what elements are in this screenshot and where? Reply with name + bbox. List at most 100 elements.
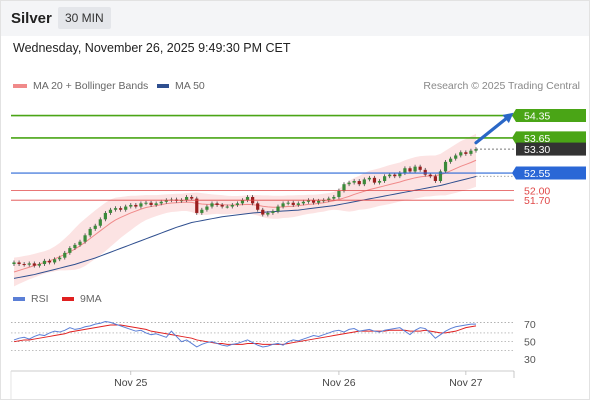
- candle: [438, 169, 443, 183]
- candle-body: [63, 252, 67, 258]
- candle-body: [332, 196, 336, 199]
- candle: [124, 204, 128, 212]
- legend-ma50-label: MA 50: [175, 80, 205, 92]
- target-arrow-head: [502, 112, 514, 124]
- candle: [311, 198, 316, 205]
- candle: [377, 179, 382, 185]
- research-credit: Research © 2025 Trading Central: [423, 80, 580, 92]
- candle: [459, 150, 463, 158]
- candle-body: [164, 200, 168, 202]
- candle: [210, 201, 214, 209]
- candle: [281, 201, 285, 209]
- support-label: 52.00: [524, 186, 550, 198]
- candle: [103, 211, 107, 222]
- candle-body: [230, 204, 234, 207]
- candle: [261, 207, 265, 217]
- candle: [129, 203, 133, 209]
- candle: [398, 171, 402, 179]
- candle: [240, 198, 245, 206]
- candle-body: [383, 176, 387, 182]
- candle: [78, 239, 82, 247]
- candle: [291, 200, 295, 207]
- rsi-9ma-line: [13, 324, 477, 345]
- candle: [383, 174, 387, 183]
- candle: [159, 199, 163, 206]
- candle: [332, 195, 336, 201]
- candle: [423, 167, 427, 177]
- candle-body: [22, 264, 26, 266]
- candle-body: [113, 208, 118, 210]
- candle-body: [266, 212, 270, 215]
- candle-body: [210, 203, 214, 207]
- candle: [327, 196, 331, 203]
- candle: [276, 204, 280, 214]
- legend-rsi-label: RSI: [31, 293, 49, 305]
- candle-body: [225, 206, 229, 208]
- candle-body: [47, 260, 52, 263]
- timeframe-button[interactable]: 30 MIN: [58, 7, 111, 29]
- candle-body: [291, 202, 295, 205]
- rsi-line: [13, 321, 476, 348]
- candle-body: [438, 171, 443, 182]
- candle-body: [195, 198, 199, 213]
- candle-body: [32, 263, 36, 266]
- candle-body: [301, 201, 305, 204]
- candle-body: [134, 204, 138, 207]
- candle: [408, 166, 412, 174]
- candle-body: [408, 168, 412, 172]
- candle-body: [388, 174, 392, 177]
- resistance-label: 53.65: [524, 133, 550, 145]
- legend-rsi: RSI: [13, 293, 49, 305]
- candle-body: [454, 155, 458, 159]
- candle: [119, 206, 123, 212]
- candle-body: [88, 228, 92, 236]
- candle: [164, 198, 168, 204]
- candle: [266, 211, 270, 217]
- candle-body: [159, 201, 163, 204]
- support-label: 51.70: [524, 195, 550, 207]
- candle: [88, 226, 92, 238]
- candle: [474, 147, 478, 153]
- candle-body: [215, 203, 219, 205]
- candle: [225, 204, 229, 209]
- candle-body: [42, 260, 47, 265]
- candle: [362, 177, 366, 187]
- candle-body: [205, 206, 209, 210]
- candle: [449, 156, 453, 164]
- candle-body: [12, 262, 16, 265]
- last-price-label: 53.30: [524, 144, 550, 156]
- legend-ma50: MA 50: [157, 80, 205, 92]
- candle: [215, 201, 219, 207]
- candle: [433, 174, 437, 183]
- candle-body: [372, 177, 377, 183]
- candle: [93, 223, 97, 231]
- candle-body: [78, 241, 82, 245]
- candle: [256, 201, 260, 212]
- candle-body: [149, 202, 153, 205]
- candle-body: [311, 200, 316, 203]
- instrument-title: Silver: [11, 10, 52, 27]
- candle-body: [154, 203, 158, 205]
- candle: [139, 201, 143, 209]
- candle-body: [276, 206, 280, 212]
- candle: [464, 150, 468, 156]
- candle-body: [200, 209, 204, 213]
- candle-body: [423, 169, 427, 175]
- ma20-swatch: [13, 84, 27, 89]
- candle: [205, 204, 209, 212]
- candle: [53, 257, 57, 265]
- candle: [296, 201, 300, 207]
- candle: [469, 148, 473, 156]
- candle-body: [93, 225, 97, 229]
- candle: [113, 206, 118, 212]
- x-tick-label: Nov 25: [114, 377, 147, 389]
- candle-body: [119, 208, 123, 210]
- candle-body: [98, 219, 102, 226]
- candle-body: [327, 198, 331, 201]
- legend-ma20: MA 20 + Bollinger Bands: [13, 80, 148, 92]
- candle: [47, 258, 52, 265]
- candle-body: [418, 166, 422, 170]
- candle: [154, 201, 158, 207]
- candle-body: [261, 209, 265, 215]
